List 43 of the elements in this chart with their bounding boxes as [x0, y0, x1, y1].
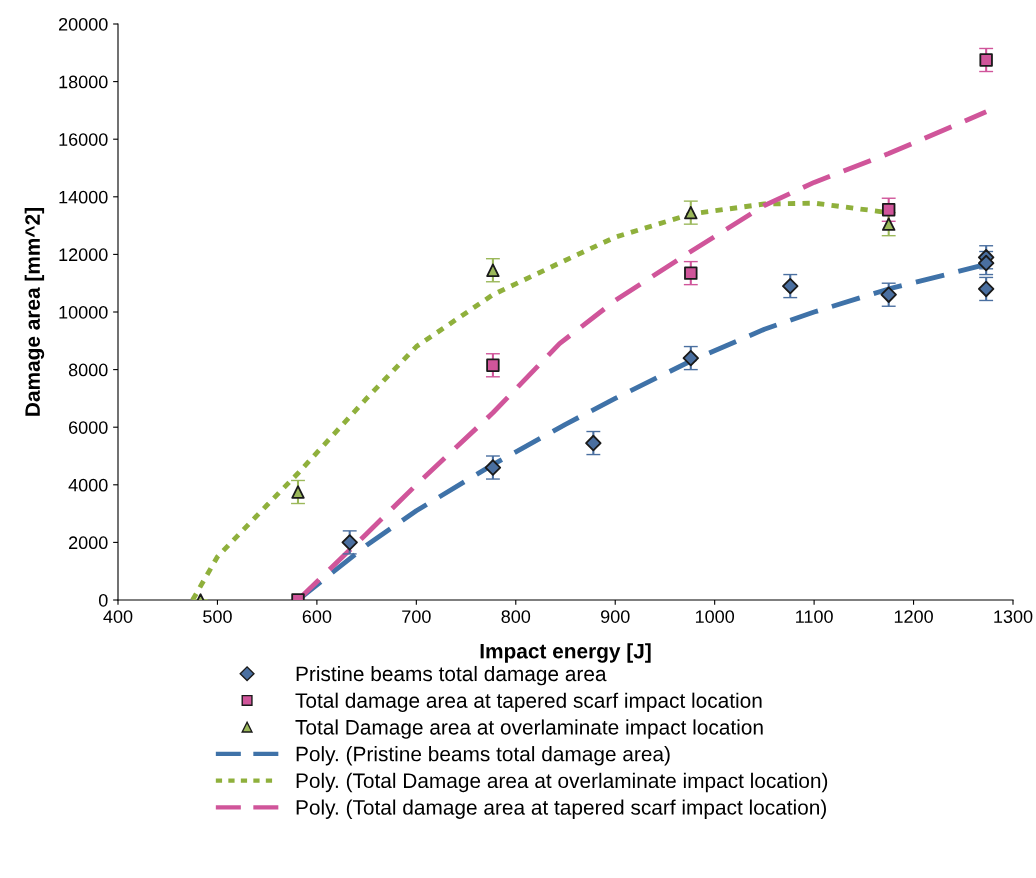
x-tick-label: 1000: [695, 610, 735, 623]
x-tick-label: 1100: [796, 610, 833, 623]
point: [880, 286, 897, 303]
x-tick-label: 1200: [894, 610, 933, 623]
y-axis-title: Damage area [mm^2]: [24, 208, 45, 416]
y-tick-label: 0: [98, 593, 108, 607]
legend-label: Poly. (Total Damage area at overlaminate impact location): [296, 772, 828, 793]
y-tick-label: 16000: [59, 133, 108, 146]
x-tick-label: 700: [402, 610, 431, 623]
y-tick-label: 10000: [59, 305, 108, 319]
legend-label: Total Damage area at overlaminate impact location: [295, 719, 763, 739]
point: [782, 277, 799, 295]
y-tick-label: 6000: [69, 421, 108, 434]
y-tick-label: 12000: [59, 248, 108, 262]
point: [881, 217, 896, 231]
x-tick-label: 900: [601, 610, 630, 623]
point: [684, 266, 698, 280]
point: [682, 349, 699, 367]
x-tick-label: 400: [103, 610, 133, 623]
point: [881, 203, 896, 217]
x-tick-label: 500: [203, 610, 232, 623]
legend-label: Total damage area at tapered scarf impact location: [295, 692, 762, 713]
y-tick-label: 8000: [68, 363, 108, 377]
x-tick-label: 1300: [994, 610, 1033, 623]
y-tick-label: 14000: [59, 190, 108, 204]
point: [979, 53, 993, 67]
x-tick-label: 600: [302, 610, 332, 623]
point: [486, 358, 500, 372]
y-tick-label: 20000: [58, 17, 108, 31]
x-axis-title: Impact energy [J]: [480, 643, 651, 663]
point: [484, 459, 502, 476]
legend-label: Pristine beams total damage area: [296, 665, 607, 686]
point: [341, 534, 358, 551]
point: [684, 205, 698, 220]
y-tick-label: 4000: [68, 478, 108, 492]
point: [291, 485, 305, 499]
point: [585, 434, 602, 452]
y-tick-label: 2000: [69, 536, 108, 550]
x-tick-label: 800: [501, 610, 531, 623]
legend-label: Poly. (Total damage area at tapered scarf impact location): [296, 799, 826, 819]
point: [486, 263, 500, 277]
y-tick-label: 18000: [59, 75, 108, 89]
legend-label: Poly. (Pristine beams total damage area): [296, 746, 670, 766]
